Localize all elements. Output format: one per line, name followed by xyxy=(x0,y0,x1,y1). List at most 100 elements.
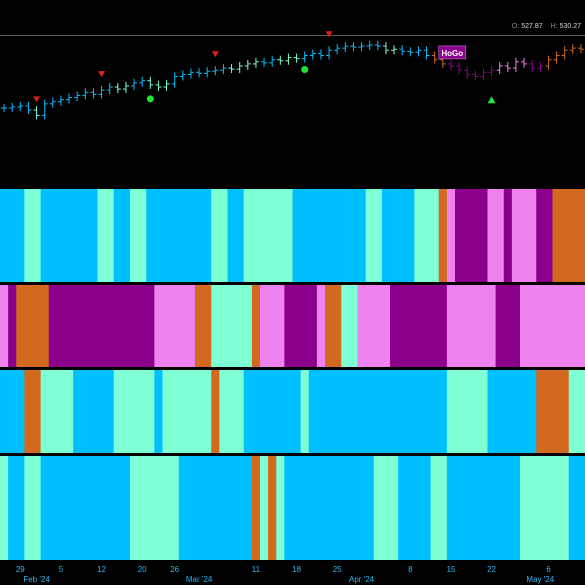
price-bar xyxy=(163,79,170,91)
band-segment xyxy=(520,285,585,367)
price-bar xyxy=(196,68,203,78)
band-segment xyxy=(195,285,212,367)
price-bar xyxy=(236,62,243,74)
price-bar xyxy=(431,51,438,64)
band-segment xyxy=(373,456,399,560)
band-segment xyxy=(162,370,212,453)
x-tick-label: 8 xyxy=(408,565,413,574)
band-segment xyxy=(276,456,285,560)
price-bar xyxy=(317,49,324,60)
band-segment xyxy=(260,285,285,367)
band-segment xyxy=(113,370,155,453)
price-bar xyxy=(521,57,528,68)
x-tick-label: 5 xyxy=(59,565,64,574)
high-label: H: xyxy=(550,23,558,30)
band-segment xyxy=(219,370,245,453)
price-bar xyxy=(553,51,560,64)
x-tick-label: 22 xyxy=(487,565,496,574)
band-segment xyxy=(243,370,302,453)
band-segment xyxy=(40,189,98,282)
price-bar xyxy=(179,70,186,81)
band-segment xyxy=(487,189,505,282)
band-segment xyxy=(316,285,326,367)
price-bar xyxy=(399,45,406,56)
price-bar xyxy=(139,76,146,87)
band-segment xyxy=(0,370,25,453)
band-segment xyxy=(365,189,383,282)
band-segment xyxy=(536,189,553,282)
band-segment xyxy=(130,189,147,282)
time-axis[interactable]: 29 5 12 20 26 11 18 25 8 15 22 6 Feb '24 Mar '24 Apr '… xyxy=(16,565,555,584)
x-month-label: Feb '24 xyxy=(23,575,50,584)
band-segment xyxy=(211,285,253,367)
price-bar xyxy=(496,62,503,75)
band-segment xyxy=(24,189,42,282)
band-4 xyxy=(0,456,585,560)
x-month-label: Mar '24 xyxy=(186,575,213,584)
band-segment xyxy=(146,189,212,282)
band-segment xyxy=(16,285,50,367)
band-segment xyxy=(73,370,115,453)
x-tick-label: 12 xyxy=(97,565,106,574)
high-value: 530.27 xyxy=(559,23,581,30)
price-bar xyxy=(326,46,333,60)
x-tick-label: 15 xyxy=(446,565,455,574)
band-segment xyxy=(251,456,261,560)
price-bar xyxy=(309,49,316,60)
price-bar xyxy=(537,62,544,73)
price-bar xyxy=(423,46,430,60)
price-bar xyxy=(464,66,471,79)
sell-signal-marker xyxy=(98,71,106,78)
band-segment xyxy=(8,456,25,560)
price-bar xyxy=(407,47,414,57)
price-bar xyxy=(228,64,235,74)
hogo-badge xyxy=(438,45,467,60)
x-tick-label: 25 xyxy=(333,565,342,574)
price-bar xyxy=(66,93,73,104)
band-segment xyxy=(154,285,196,367)
x-tick-label: 6 xyxy=(546,565,551,574)
band-segment xyxy=(24,370,42,453)
band-segment xyxy=(243,189,293,282)
price-bar xyxy=(204,67,211,78)
price-bar xyxy=(82,88,89,100)
price-bar xyxy=(147,76,154,89)
band-segment xyxy=(438,189,448,282)
band-segment xyxy=(446,285,497,367)
band-segment xyxy=(211,370,220,453)
price-bar xyxy=(374,41,381,51)
band-segment xyxy=(455,189,488,282)
price-bar xyxy=(472,70,479,81)
price-bar xyxy=(244,59,251,70)
band-segment xyxy=(446,456,521,560)
price-bar xyxy=(358,42,365,52)
price-bar xyxy=(285,53,292,65)
price-bar xyxy=(17,101,24,111)
price-bar xyxy=(447,59,454,70)
price-bar xyxy=(488,66,495,77)
band-segment xyxy=(0,456,9,560)
price-bar xyxy=(334,44,341,55)
buy-dot-marker xyxy=(146,95,154,103)
band-segment xyxy=(268,456,277,560)
band-segment xyxy=(292,189,367,282)
band-2 xyxy=(0,285,585,367)
band-segment xyxy=(251,285,261,367)
price-bar xyxy=(220,64,227,75)
price-bar xyxy=(187,68,194,79)
band-segment xyxy=(325,285,342,367)
price-bar xyxy=(155,80,162,91)
open-value: 527.87 xyxy=(521,23,543,30)
band-segment xyxy=(40,456,131,560)
band-segment xyxy=(568,456,585,560)
price-bar xyxy=(171,72,178,88)
price-bar xyxy=(545,55,552,70)
price-pane[interactable]: HoGo xyxy=(1,31,584,120)
price-bar xyxy=(106,83,113,95)
price-bar xyxy=(212,66,219,76)
x-tick-label: 18 xyxy=(292,565,301,574)
price-bar xyxy=(33,106,40,120)
price-bar xyxy=(277,55,284,65)
price-bar xyxy=(252,57,259,68)
